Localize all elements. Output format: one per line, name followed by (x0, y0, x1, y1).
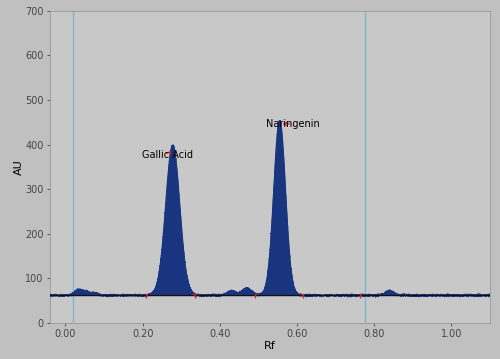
X-axis label: Rf: Rf (264, 341, 276, 351)
Text: Naringenin: Naringenin (266, 119, 320, 129)
Y-axis label: AU: AU (14, 159, 24, 175)
Text: Gallic Acid: Gallic Acid (142, 150, 193, 160)
